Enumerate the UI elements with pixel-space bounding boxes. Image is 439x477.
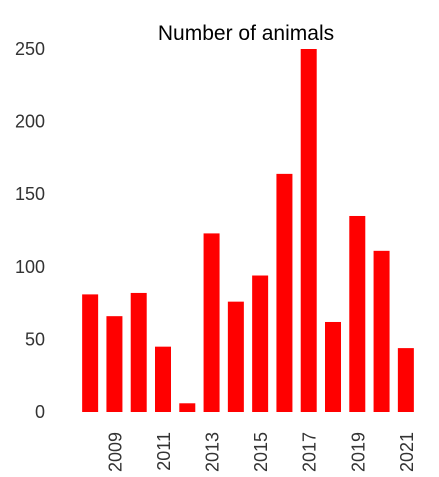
x-tick-label: 2021 [397,432,417,472]
y-tick-label: 200 [15,112,45,132]
bars [82,49,414,412]
bar-2016 [276,173,293,412]
x-tick-label: 2011 [154,432,174,471]
bar-2019 [349,215,366,412]
bar-2017 [300,49,317,412]
bar-2011 [155,346,171,412]
bar-2008 [82,294,99,412]
bar-2010 [130,292,147,412]
x-tick-label: 2013 [203,432,223,472]
bar-2015 [252,275,269,412]
y-axis-ticks: 0 50 100 150 200 250 [15,39,45,422]
bar-2018 [325,321,341,412]
x-axis-ticks: 2009 2011 2013 2015 2017 2019 2021 [105,432,416,472]
x-tick-label: 2015 [251,432,271,472]
bar-2013 [203,233,220,412]
bar-2014 [227,301,244,412]
bar-2009 [106,316,123,412]
x-tick-label: 2009 [105,432,125,472]
y-tick-label: 50 [25,329,45,349]
chart-title: Number of animals [158,22,334,45]
x-tick-label: 2019 [348,432,368,472]
y-tick-label: 150 [15,184,45,204]
bar-2021 [397,348,414,412]
y-tick-label: 250 [15,39,45,59]
y-tick-label: 100 [15,257,45,277]
bar-2012 [179,403,196,412]
x-tick-label: 2017 [300,432,320,472]
y-tick-label: 0 [35,402,45,422]
bar-2020 [373,250,390,412]
